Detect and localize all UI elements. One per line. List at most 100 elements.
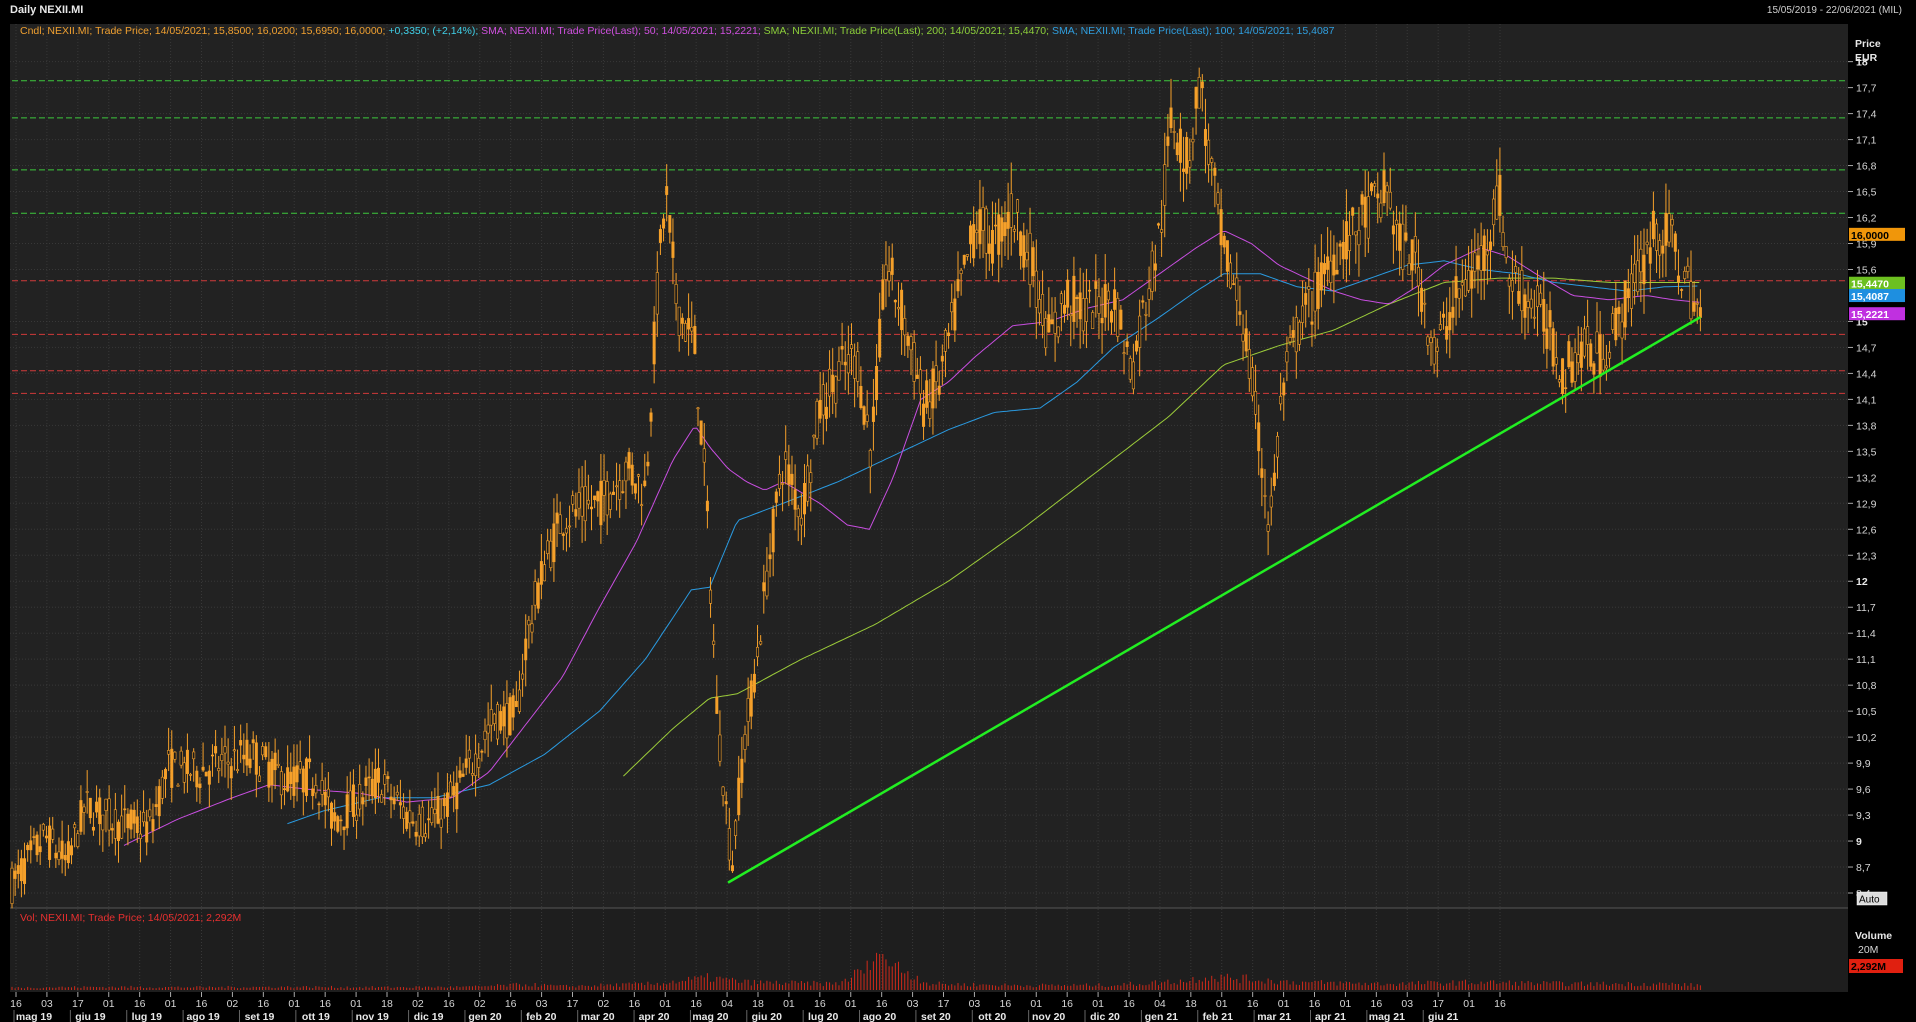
y-tick-label: 18 (1856, 57, 1868, 69)
candle-body (433, 808, 437, 815)
candle-body (994, 224, 998, 227)
candle-body (210, 754, 214, 757)
candle-body (969, 225, 973, 245)
last-value-tag: 15,4470 (1851, 279, 1889, 291)
candle-body (806, 465, 810, 502)
candle-body (189, 774, 193, 776)
candle-body (527, 619, 531, 626)
x-tick-label: 16 (999, 998, 1011, 1010)
title-bar: Daily NEXII.MI 15/05/2019 - 22/06/2021 (… (0, 0, 1916, 22)
candle-body (1363, 196, 1367, 228)
candle-body (1041, 294, 1045, 326)
trendline[interactable] (727, 316, 1702, 884)
candle-body (1235, 277, 1239, 301)
candle-body (1473, 252, 1477, 272)
x-month-label: giu 19 (75, 1011, 106, 1022)
candle-body (110, 828, 114, 831)
candle-body (320, 780, 324, 795)
candle-body (881, 279, 885, 310)
candle-body (342, 826, 346, 831)
price-legend: Cndl; NEXII.MI; Trade Price; 14/05/2021;… (20, 25, 1335, 37)
candle-body (765, 570, 769, 597)
volume-panel[interactable] (10, 908, 1848, 992)
candle-body (142, 811, 146, 823)
candle-body (304, 758, 308, 796)
auto-scale-button[interactable] (1856, 891, 1888, 906)
sma-200-line (623, 277, 1700, 777)
price-axis-title: Price (1855, 38, 1881, 50)
x-tick-label: 01 (1216, 998, 1228, 1010)
candle-body (1667, 213, 1671, 243)
candle-body (1160, 229, 1164, 233)
candle-body (1611, 313, 1615, 330)
candle-body (1467, 270, 1471, 291)
candle-body (1147, 288, 1151, 300)
candle-body (1247, 349, 1251, 379)
x-tick-label: 16 (1247, 998, 1259, 1010)
candle-body (690, 326, 694, 332)
candle-body (1551, 328, 1555, 367)
candle-body (1182, 168, 1186, 172)
candle-body (1517, 291, 1521, 304)
candle-body (871, 406, 875, 422)
y-tick-label: 10,8 (1856, 680, 1877, 692)
x-month-label: set 20 (921, 1011, 951, 1022)
auto-scale-label: Auto (1859, 895, 1880, 906)
x-month-label: nov 20 (1032, 1011, 1065, 1022)
x-tick-label: 03 (1401, 998, 1413, 1010)
y-tick-label: 17,7 (1856, 83, 1877, 95)
candle-body (23, 858, 27, 884)
candle-body (1351, 207, 1355, 216)
candle-body (1037, 299, 1041, 314)
chart-canvas[interactable]: Price EUR 18 17,7 17,4 17,1 16,8 16,5 16,2 15,9… (0, 22, 1916, 1022)
candle-body (1103, 284, 1107, 318)
x-tick-label: 02 (598, 998, 610, 1010)
sma-50-path (123, 230, 1700, 846)
candle-body (715, 696, 719, 714)
candle-body (289, 771, 293, 785)
candle-body (1476, 255, 1480, 270)
candle-body (1178, 128, 1182, 163)
candle-body (267, 761, 271, 788)
x-month-label: gen 21 (1145, 1011, 1178, 1022)
x-tick-label: 01 (659, 998, 671, 1010)
candle-body (950, 302, 954, 313)
candle-body (1557, 379, 1561, 383)
price-panel[interactable] (10, 24, 1848, 908)
x-tick-label: 16 (1061, 998, 1073, 1010)
candle-body (793, 489, 797, 510)
x-tick-label: 16 (505, 998, 517, 1010)
candle-body (44, 835, 48, 839)
candle-body (1482, 235, 1486, 271)
candle-body (1166, 136, 1170, 146)
candle-body (1025, 251, 1029, 261)
candle-body (1116, 297, 1120, 337)
candle-body (311, 788, 315, 797)
candle-body (1614, 307, 1618, 341)
candle-body (900, 289, 904, 331)
candle-body (1063, 304, 1067, 314)
candle-body (931, 368, 935, 409)
candle-body (608, 493, 612, 510)
candle-body (533, 581, 537, 606)
candle-body (120, 815, 124, 839)
candle-body (398, 802, 402, 806)
candle-body (423, 833, 427, 838)
candle-body (1188, 160, 1192, 168)
candle-body (402, 806, 406, 819)
candle-body (157, 786, 161, 817)
legend-entry: +0,3350; (+2,14%); (388, 25, 481, 37)
candle-body (862, 406, 866, 425)
candle-body (599, 480, 603, 526)
candle-body (514, 701, 518, 708)
candle-body (799, 517, 803, 526)
x-tick-label: 16 (690, 998, 702, 1010)
candle-body (1542, 299, 1546, 332)
y-tick-label: 11,4 (1856, 628, 1876, 640)
candle-body (1238, 311, 1242, 315)
time-axis: 16 03 17 01 16 01 16 02 16 01 16 01 18 02 16 02 16 03 17 02… (10, 992, 1506, 1022)
candle-body (198, 783, 202, 789)
candle-body (524, 638, 528, 661)
candle-body (19, 858, 23, 882)
candle-body (1689, 281, 1693, 320)
